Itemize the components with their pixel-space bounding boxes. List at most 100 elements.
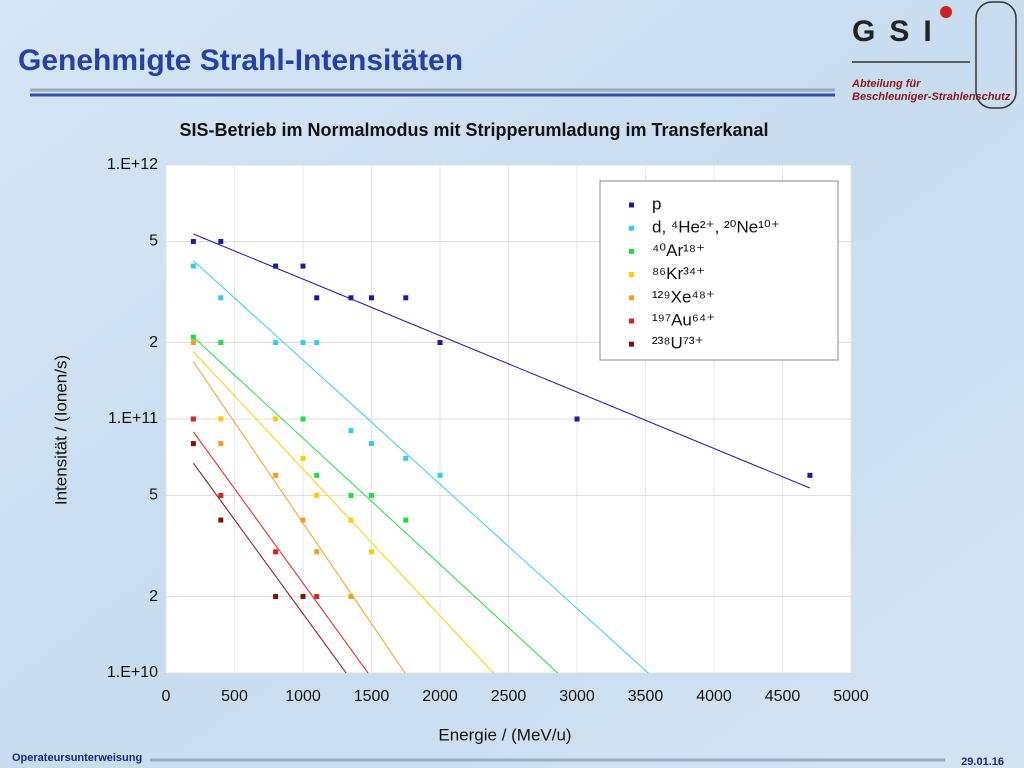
data-point (403, 517, 409, 523)
footer-right: 29.01.16 (961, 756, 1004, 768)
data-point (437, 472, 443, 478)
y-tick-label: 1.E+12 (107, 156, 158, 173)
data-point (273, 594, 279, 600)
data-point (300, 517, 306, 523)
data-point (807, 472, 813, 478)
legend-marker (629, 318, 634, 324)
logo-frame (975, 1, 1017, 109)
x-tick-label: 4000 (696, 688, 732, 705)
fit-line (192, 431, 369, 674)
x-tick-label: 1500 (354, 688, 390, 705)
data-point (300, 416, 306, 422)
data-point (273, 263, 279, 269)
fit-line (193, 260, 649, 674)
data-point (300, 263, 306, 269)
fit-line (193, 233, 811, 489)
y-tick-label: 1.E+10 (107, 664, 158, 681)
data-point (437, 340, 443, 346)
x-tick-label: 1000 (285, 688, 321, 705)
data-point (190, 416, 196, 422)
x-tick-label: 2000 (422, 688, 458, 705)
data-point (369, 441, 374, 447)
data-point (273, 416, 279, 422)
chart-title: SIS-Betrieb im Normalmodus mit Stripperu… (179, 120, 768, 140)
data-point (314, 549, 320, 555)
data-point (314, 472, 320, 478)
data-point (300, 455, 306, 461)
department: Beschleuniger-Strahlenschutz (852, 91, 1011, 103)
data-point (314, 340, 320, 346)
x-tick-label: 4500 (765, 688, 801, 705)
data-point (348, 295, 354, 301)
legend-label: ¹⁹⁷Au⁶⁴⁺ (652, 310, 715, 329)
y-tick-label: 5 (149, 233, 158, 250)
data-point (190, 340, 196, 346)
fit-line (192, 361, 406, 674)
y-tick-label: 1.E+11 (108, 410, 158, 427)
legend-box (599, 180, 839, 361)
data-point (348, 428, 354, 434)
data-point (314, 492, 320, 498)
data-point (403, 455, 409, 461)
legend-label: p (652, 194, 661, 213)
data-point (300, 594, 306, 600)
y-tick-label: 5 (149, 487, 158, 504)
data-point (348, 492, 354, 498)
x-axis-label: Energie / (MeV/u) (438, 725, 571, 744)
data-point (190, 238, 196, 244)
legend-label: ⁴⁰Ar¹⁸⁺ (652, 241, 705, 260)
data-point (314, 295, 320, 301)
data-point (273, 340, 279, 346)
data-point (273, 549, 279, 555)
data-point (190, 441, 196, 447)
legend-marker (629, 295, 634, 301)
data-point (369, 549, 374, 555)
legend-marker (629, 341, 634, 347)
data-point (190, 334, 196, 340)
fit-line (193, 351, 494, 674)
data-point (369, 295, 374, 301)
data-point (314, 594, 320, 600)
x-tick-label: 5000 (833, 688, 869, 705)
department: Abteilung für (851, 78, 921, 90)
data-point (348, 517, 354, 523)
x-tick-label: 2500 (491, 688, 527, 705)
y-tick-label: 2 (149, 588, 158, 605)
legend-label: ¹²⁹Xe⁴⁸⁺ (652, 287, 715, 306)
data-point (218, 441, 224, 447)
fit-line (193, 336, 559, 674)
legend-marker (629, 225, 634, 231)
data-point (218, 416, 224, 422)
fit-line (192, 462, 347, 674)
legend-label: ²³⁸U⁷³⁺ (652, 334, 704, 353)
x-tick-label: 500 (221, 688, 248, 705)
legend-label: d, ⁴He²⁺, ²⁰Ne¹⁰⁺ (652, 218, 780, 237)
legend-marker (629, 202, 634, 208)
y-tick-label: 2 (149, 334, 158, 351)
x-tick-label: 3500 (628, 688, 664, 705)
legend-marker (629, 248, 634, 254)
data-point (403, 295, 409, 301)
data-point (218, 517, 224, 523)
data-point (348, 594, 354, 600)
slide-title: Genehmigte Strahl-Intensitäten (18, 44, 463, 77)
data-point (218, 295, 224, 301)
x-tick-label: 3000 (559, 688, 595, 705)
data-point (190, 263, 196, 269)
data-point (300, 340, 306, 346)
data-point (574, 416, 580, 422)
data-point (218, 340, 224, 346)
y-axis-label: Intensität / (Ionen/s) (51, 355, 70, 505)
data-point (369, 492, 374, 498)
logo-dot (940, 6, 952, 18)
data-point (273, 472, 279, 478)
data-point (218, 238, 224, 244)
data-point (218, 492, 224, 498)
logo: GSI (852, 15, 946, 48)
legend-label: ⁸⁶Kr³⁴⁺ (652, 264, 705, 283)
x-tick-label: 0 (162, 688, 171, 705)
legend-marker (629, 272, 634, 278)
footer-left: Operateursunterweisung (12, 752, 142, 764)
